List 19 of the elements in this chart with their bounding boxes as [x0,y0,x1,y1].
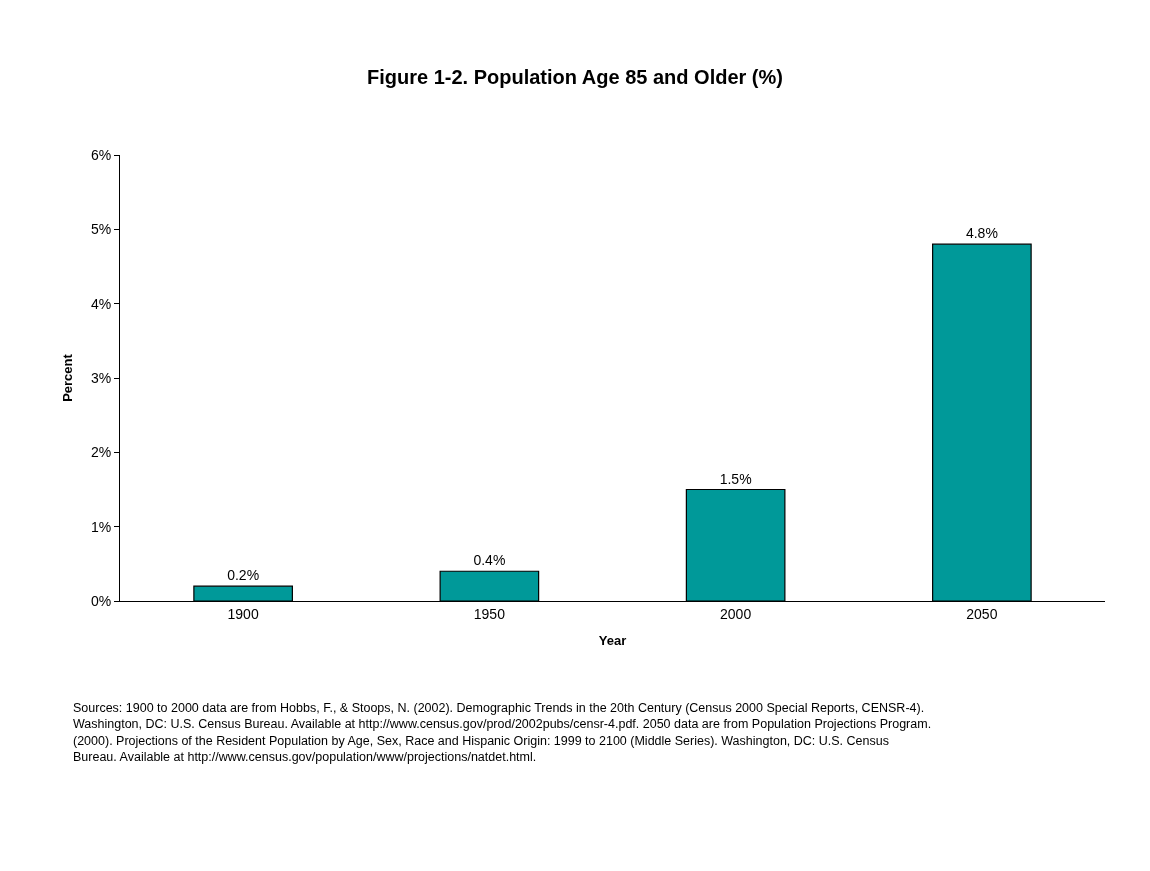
data-label: 0.2% [227,567,260,584]
y-axis-title: Percent [59,353,75,402]
y-tick-label: 6% [90,146,112,163]
y-tick-label: 4% [90,295,112,312]
source-note: Sources: 1900 to 2000 data are from Hobbs, F., & Stoops, N. (2002). Demographic Trends in the 20th Century (Census 2000 Special Reports, CENSR-4). Washington, DC: U.S. Census Bureau. Available at http://www.census.gov/prod/2002pubs/censr-4.pdf. 2050 data are from Population Projections Program. (2000). Projections of the Resident Population by Age, Sex, Race and Hispanic Origin: 1999 to 2100 (Middle Series). Washington, DC: U.S. Census Bureau. Available at http://www.census.gov/population/www/projections/natdet.html. [73,701,932,764]
chart-title: Figure 1-2. Population Age 85 and Older (%) [367,65,783,88]
y-tick-label: 1% [90,518,112,535]
x-tick-label: 2000 [720,605,752,622]
y-tick-label: 2% [90,444,112,461]
x-tick-label: 1900 [227,605,259,622]
data-label: 0.4% [473,552,506,569]
x-tick-label: 1950 [473,605,506,622]
y-tick-label: 3% [90,369,112,386]
x-tick-label: 2050 [966,605,998,622]
data-label: 1.5% [719,470,752,487]
x-axis-title: Year [598,633,627,649]
y-tick-label: 0% [90,592,112,609]
y-tick-label: 5% [90,221,112,238]
data-label: 4.8% [965,225,998,242]
